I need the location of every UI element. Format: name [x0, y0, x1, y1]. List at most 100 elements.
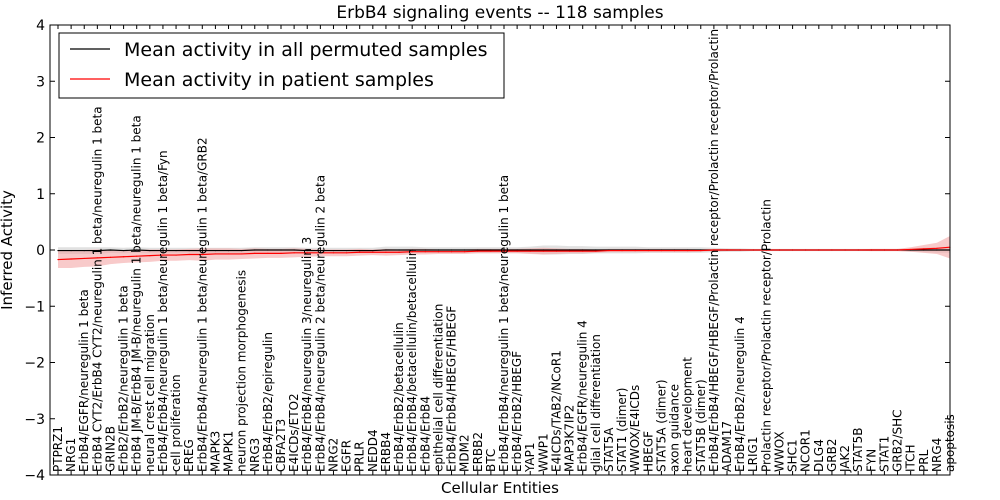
entity-label: ErbB4/ErbB4/neuregulin 1 beta/neuregulin…	[156, 150, 170, 472]
data-point-patient	[332, 252, 335, 254]
data-point-patient	[359, 251, 361, 253]
entity-label: axon guidance	[668, 384, 682, 472]
entity-label: CBFA2T3	[274, 419, 288, 472]
entity-label: EGFR	[340, 440, 354, 472]
data-point-patient	[634, 249, 636, 252]
data-point-patient	[398, 251, 400, 253]
data-point-patient	[726, 249, 728, 251]
data-point-permuted	[437, 249, 440, 251]
data-point-patient	[437, 251, 440, 253]
data-point-permuted	[542, 249, 544, 251]
entity-label: ADAM17	[720, 421, 734, 472]
data-point-permuted	[516, 249, 518, 251]
data-point-patient	[490, 250, 492, 252]
entity-label: WWOX/E4ICDs	[628, 385, 642, 472]
data-point-permuted	[319, 249, 321, 252]
data-point-patient	[345, 252, 348, 254]
data-point-permuted	[201, 249, 203, 252]
data-point-permuted	[345, 249, 348, 252]
data-point-patient	[778, 249, 781, 251]
entity-label: ErbB4/ErbB4/neuregulin 3/neuregulin 3	[300, 237, 314, 472]
data-point-permuted	[398, 249, 400, 251]
data-point-patient	[214, 253, 217, 255]
data-point-permuted	[411, 249, 413, 251]
data-point-permuted	[490, 249, 492, 251]
entity-label: STAT5A (dimer)	[654, 379, 668, 472]
data-point-patient	[910, 248, 912, 251]
data-point-permuted	[936, 249, 938, 251]
data-point-permuted	[227, 249, 230, 252]
data-point-permuted	[503, 249, 505, 251]
data-point-patient	[883, 249, 886, 251]
data-point-permuted	[385, 249, 387, 251]
entity-label: ErbB4/ErbB4/HBEGF/HBEGF/Prolactin recept…	[707, 29, 721, 472]
data-point-patient	[687, 249, 689, 252]
entity-label: DLG4	[812, 439, 826, 472]
data-point-patient	[319, 252, 321, 254]
data-point-permuted	[254, 249, 256, 251]
data-point-permuted	[214, 249, 217, 252]
data-point-patient	[752, 249, 754, 251]
y-tick-label: 3	[36, 74, 45, 90]
data-point-permuted	[372, 249, 374, 252]
entity-label: MDM2	[458, 434, 472, 472]
entity-label: BTC	[484, 449, 498, 472]
entity-label: WWOX	[772, 431, 786, 472]
data-point-patient	[385, 251, 387, 253]
data-point-patient	[109, 256, 112, 258]
data-point-permuted	[555, 249, 558, 251]
data-point-patient	[647, 249, 649, 252]
entity-label: EREG	[182, 439, 196, 472]
data-point-patient	[700, 249, 702, 252]
data-point-patient	[83, 257, 85, 260]
data-point-patient	[149, 255, 151, 257]
entity-label: WWP1	[536, 433, 550, 472]
data-point-permuted	[450, 249, 453, 251]
entity-label: MAPK1	[222, 431, 236, 472]
data-point-patient	[306, 252, 308, 254]
data-point-patient	[175, 254, 177, 256]
entity-label: JAK2	[838, 445, 852, 473]
entity-label: MAP3K7IP2	[563, 405, 577, 472]
data-point-permuted	[332, 249, 335, 252]
entity-label: ERBB4	[379, 432, 393, 472]
data-point-permuted	[280, 249, 282, 251]
entity-label: E4ICDs/ETO2	[287, 393, 301, 472]
entity-label: cell proliferation	[169, 374, 183, 472]
entity-label: glial cell differentiation	[589, 334, 603, 472]
data-point-patient	[595, 250, 597, 252]
entity-label: ErbB4 CYT2/ErbB4 CYT2/neuregulin 1 beta/…	[90, 106, 104, 472]
entity-label: MAPK3	[208, 431, 222, 472]
entity-label: STAT1	[877, 436, 891, 472]
data-point-patient	[791, 249, 794, 251]
entity-label: ErbB4/ErbB4/neuregulin 1 beta/neuregulin…	[497, 175, 511, 472]
data-point-permuted	[96, 249, 98, 252]
entity-label: YAP1	[523, 443, 537, 473]
data-point-permuted	[464, 249, 466, 251]
y-tick-label: −2	[24, 356, 45, 372]
data-point-patient	[568, 250, 571, 252]
entity-label: ErbB4/ErbB4/HBEGF/HBEGF	[445, 306, 459, 472]
legend: Mean activity in all permuted samples Me…	[58, 32, 505, 99]
entity-label: PRL	[917, 449, 931, 472]
data-point-patient	[896, 249, 899, 251]
data-point-patient	[70, 258, 72, 260]
data-point-patient	[136, 255, 138, 257]
entity-label: ErbB4/EGFR/neuregulin 4	[576, 320, 590, 472]
entity-label: ErbB4/ErbB4/neuregulin 2 beta/neuregulin…	[313, 175, 327, 472]
entity-label: E4ICDs/TAB2/NCoR1	[549, 350, 563, 472]
entity-label: ErbB4/ErbB4/betacellulin/betacellulin	[405, 249, 419, 472]
data-point-patient	[936, 247, 938, 249]
entity-label: ErbB4/ErbB4	[418, 396, 432, 472]
data-point-permuted	[293, 249, 295, 251]
entity-label: PRLR	[353, 441, 367, 472]
data-point-patient	[673, 249, 676, 252]
band-patient	[58, 235, 950, 268]
data-point-patient	[227, 253, 230, 255]
data-point-patient	[608, 249, 610, 252]
y-axis-label: Inferred Activity	[0, 190, 16, 310]
entity-label: NCOR1	[799, 429, 813, 472]
entity-label: Prolactin receptor/Prolactin receptor/Pr…	[759, 199, 773, 472]
data-point-permuted	[923, 249, 925, 251]
data-point-patient	[582, 250, 584, 252]
